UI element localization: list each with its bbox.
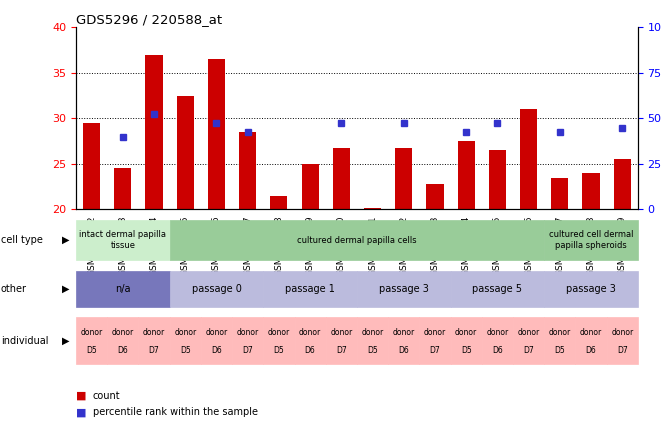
- Text: donor: donor: [611, 328, 633, 337]
- Text: donor: donor: [362, 328, 383, 337]
- Text: ▶: ▶: [61, 284, 69, 294]
- Text: D6: D6: [492, 346, 503, 355]
- Text: donor: donor: [143, 328, 165, 337]
- Text: intact dermal papilla
tissue: intact dermal papilla tissue: [79, 231, 167, 250]
- Text: D5: D5: [461, 346, 471, 355]
- Text: donor: donor: [518, 328, 540, 337]
- Bar: [301, 164, 319, 209]
- Bar: [114, 168, 132, 209]
- Bar: [145, 55, 163, 209]
- Text: D7: D7: [430, 346, 440, 355]
- Bar: [83, 123, 100, 209]
- Bar: [208, 59, 225, 209]
- Text: donor: donor: [455, 328, 477, 337]
- Text: count: count: [93, 390, 120, 401]
- Text: D5: D5: [367, 346, 378, 355]
- Bar: [176, 96, 194, 209]
- Bar: [582, 173, 600, 209]
- Text: D5: D5: [86, 346, 97, 355]
- Text: D6: D6: [211, 346, 222, 355]
- Text: GDS5296 / 220588_at: GDS5296 / 220588_at: [76, 14, 222, 26]
- Text: D6: D6: [399, 346, 409, 355]
- Bar: [239, 132, 256, 209]
- Text: ▶: ▶: [61, 335, 69, 346]
- Text: passage 0: passage 0: [192, 284, 241, 294]
- Text: passage 5: passage 5: [473, 284, 522, 294]
- Text: D5: D5: [274, 346, 284, 355]
- Text: D7: D7: [524, 346, 534, 355]
- Text: individual: individual: [1, 335, 48, 346]
- Text: D6: D6: [118, 346, 128, 355]
- Text: ■: ■: [76, 407, 87, 418]
- Bar: [551, 178, 568, 209]
- Text: D5: D5: [180, 346, 190, 355]
- Text: donor: donor: [393, 328, 415, 337]
- Text: n/a: n/a: [115, 284, 131, 294]
- Bar: [395, 148, 412, 209]
- Bar: [426, 184, 444, 209]
- Text: D7: D7: [149, 346, 159, 355]
- Text: donor: donor: [237, 328, 259, 337]
- Bar: [332, 148, 350, 209]
- Text: ■: ■: [76, 390, 87, 401]
- Text: donor: donor: [81, 328, 102, 337]
- Text: donor: donor: [424, 328, 446, 337]
- Text: D6: D6: [305, 346, 315, 355]
- Bar: [613, 159, 631, 209]
- Bar: [520, 109, 537, 209]
- Text: donor: donor: [268, 328, 290, 337]
- Text: donor: donor: [299, 328, 321, 337]
- Text: D7: D7: [617, 346, 628, 355]
- Text: passage 3: passage 3: [566, 284, 616, 294]
- Text: percentile rank within the sample: percentile rank within the sample: [93, 407, 258, 418]
- Text: donor: donor: [486, 328, 508, 337]
- Text: donor: donor: [549, 328, 571, 337]
- Text: D7: D7: [243, 346, 253, 355]
- Text: donor: donor: [112, 328, 134, 337]
- Text: cultured cell dermal
papilla spheroids: cultured cell dermal papilla spheroids: [549, 231, 633, 250]
- Text: D5: D5: [555, 346, 565, 355]
- Text: passage 1: passage 1: [285, 284, 335, 294]
- Bar: [457, 141, 475, 209]
- Text: donor: donor: [330, 328, 352, 337]
- Text: donor: donor: [174, 328, 196, 337]
- Text: ▶: ▶: [61, 235, 69, 245]
- Text: donor: donor: [580, 328, 602, 337]
- Text: donor: donor: [206, 328, 227, 337]
- Text: D6: D6: [586, 346, 596, 355]
- Bar: [489, 150, 506, 209]
- Text: passage 3: passage 3: [379, 284, 429, 294]
- Bar: [270, 196, 288, 209]
- Text: D7: D7: [336, 346, 347, 355]
- Text: other: other: [1, 284, 26, 294]
- Text: cell type: cell type: [1, 235, 42, 245]
- Text: cultured dermal papilla cells: cultured dermal papilla cells: [297, 236, 416, 244]
